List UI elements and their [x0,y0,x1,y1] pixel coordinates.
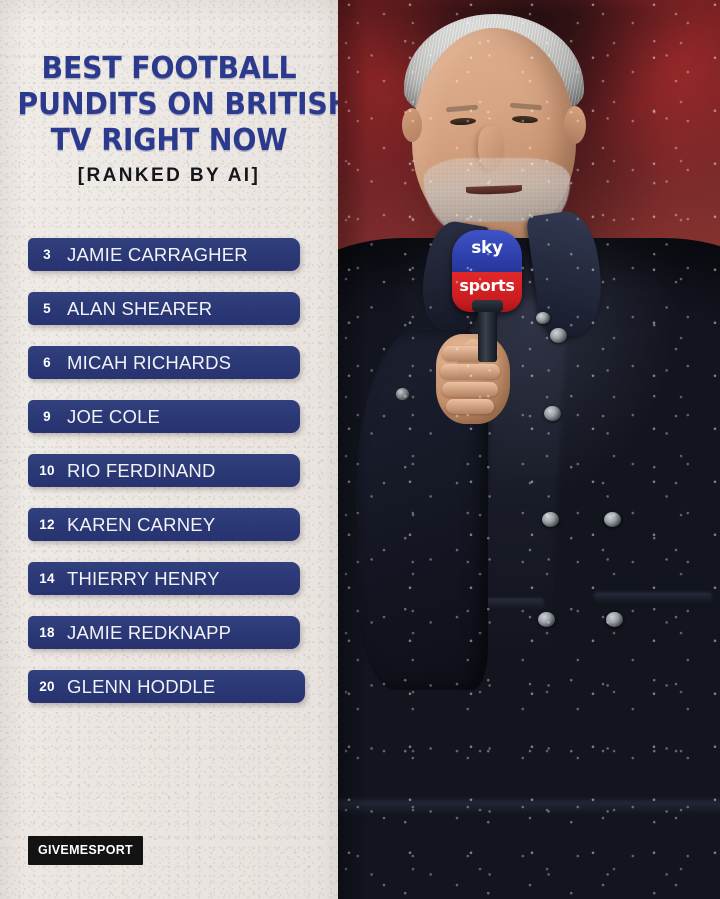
coat-hem [338,800,720,816]
cuff-button [396,388,409,400]
ear-left [402,108,422,142]
microphone-top-half [452,230,522,272]
pundit-name: JOE COLE [67,405,161,427]
ear-right [564,106,586,144]
finger [446,399,494,414]
headline-line-3: TV RIGHT NOW [50,123,288,158]
coat-button [606,612,623,627]
left-content-panel: BEST FOOTBALL PUNDITS ON BRITISH TV RIGH… [0,0,338,899]
rank-number: 18 [39,625,55,640]
pundit-name: ALAN SHEARER [67,297,213,319]
coat-button [550,328,567,343]
pundit-name: JAMIE REDKNAPP [67,621,232,643]
pundit-name: KAREN CARNEY [67,513,216,535]
list-item[interactable]: 20 GLENN HODDLE [28,670,305,703]
rank-number: 3 [43,247,51,262]
list-item[interactable]: 9 JOE COLE [28,400,300,433]
microphone-collar [472,300,503,312]
list-item[interactable]: 12 KAREN CARNEY [28,508,300,541]
logo-text: GIVEMESPORT [38,843,133,857]
list-item[interactable]: 5 ALAN SHEARER [28,292,300,325]
snow-particles [338,0,720,899]
rank-number: 10 [39,463,55,478]
coat-button [542,512,559,527]
givemesport-logo: GIVEMESPORT [28,836,143,865]
ranking-list: 3 JAMIE CARRAGHER 5 ALAN SHEARER 6 MICAH… [0,238,338,724]
rank-number: 9 [43,409,51,424]
microphone-shaft [478,306,497,362]
pundit-photo: sky sports [338,0,720,899]
finger [440,364,500,379]
sky-logo-text: sky [471,238,503,258]
rank-number: 5 [43,301,51,316]
rank-number: 14 [39,571,55,586]
subtitle-ranked-by-ai: [RANKED BY AI] [77,165,261,186]
pundit-name: MICAH RICHARDS [67,351,232,373]
pundit-name: JAMIE CARRAGHER [67,243,248,265]
headline-line-2: PUNDITS ON BRITISH [17,87,338,122]
coat-pocket-right [594,592,712,604]
coat-button [604,512,621,527]
page-title: BEST FOOTBALL PUNDITS ON BRITISH TV RIGH… [0,51,338,187]
list-item[interactable]: 6 MICAH RICHARDS [28,346,300,379]
pundit-name: GLENN HODDLE [67,675,216,697]
list-item[interactable]: 18 JAMIE REDKNAPP [28,616,300,649]
rank-number: 20 [39,679,55,694]
coat-button [536,312,550,324]
rank-number: 12 [39,517,55,532]
headline-line-1: BEST FOOTBALL [41,51,297,86]
pundit-name: THIERRY HENRY [67,567,220,589]
sky-sports-microphone: sky sports [452,230,522,312]
coat-button [538,612,555,627]
finger [442,382,498,397]
list-item[interactable]: 14 THIERRY HENRY [28,562,300,595]
list-item[interactable]: 3 JAMIE CARRAGHER [28,238,300,271]
list-item[interactable]: 10 RIO FERDINAND [28,454,300,487]
paper-texture [0,0,338,899]
coat-button [544,406,561,421]
rank-number: 6 [43,355,51,370]
sports-logo-text: sports [459,276,515,295]
pundit-name: RIO FERDINAND [67,459,216,481]
